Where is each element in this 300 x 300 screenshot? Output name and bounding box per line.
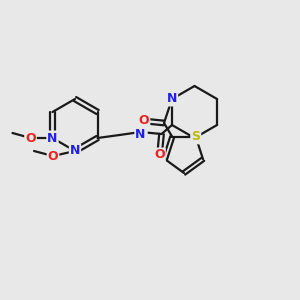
- Text: O: O: [25, 131, 36, 145]
- Text: N: N: [167, 92, 177, 106]
- Text: H: H: [138, 124, 147, 134]
- Text: N: N: [70, 145, 80, 158]
- Text: O: O: [48, 149, 58, 163]
- Text: S: S: [191, 130, 200, 143]
- Text: N: N: [47, 131, 58, 145]
- Text: N: N: [135, 128, 146, 140]
- Text: O: O: [154, 148, 165, 161]
- Text: O: O: [139, 115, 149, 128]
